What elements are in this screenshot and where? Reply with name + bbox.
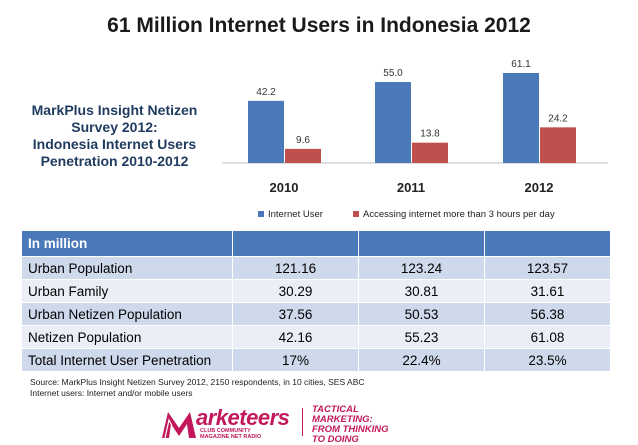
- bar-internet-user-2011: [375, 81, 411, 163]
- survey-caption-line: Survey 2012:: [71, 119, 158, 135]
- table-row: Urban Population 121.16 123.24 123.57: [21, 256, 611, 280]
- table-cell: 50.53: [358, 302, 485, 326]
- table-cell: 23.5%: [484, 348, 611, 372]
- marketeers-logo-icon: [162, 412, 196, 439]
- table-cell: 42.16: [232, 325, 359, 349]
- table-cell: 121.16: [232, 256, 359, 280]
- data-label: 13.8: [420, 129, 440, 140]
- table-cell: 30.81: [358, 279, 485, 303]
- survey-caption: MarkPlus Insight Netizen Survey 2012: In…: [22, 102, 207, 170]
- population-table: In million Urban Population 121.16 123.2…: [21, 230, 611, 372]
- tagline-line: MARKETING:: [312, 414, 373, 425]
- legend-entry: Accessing internet more than 3 hours per…: [363, 209, 555, 220]
- table-header-cell: [358, 230, 485, 257]
- table-header-cell: In million: [21, 230, 233, 257]
- table-cell: 17%: [232, 348, 359, 372]
- table-header-row: In million: [21, 230, 611, 257]
- table-header-cell: [484, 230, 611, 257]
- table-row: Total Internet User Penetration 17% 22.4…: [21, 348, 611, 372]
- x-tick-label: 2010: [270, 180, 299, 195]
- logo-subtitle-line: MAGAZINE NET RADIO: [200, 434, 262, 440]
- legend-swatch: [353, 211, 359, 217]
- tagline-line: TO DOING: [312, 434, 359, 445]
- table-row: Urban Family 30.29 30.81 31.61: [21, 279, 611, 303]
- bar-chart: 42.2 55.0 61.1 9.6 13.8 24.2 2010 2011 2012 Inter…: [222, 59, 608, 220]
- bar-heavy-access-2011: [412, 142, 448, 163]
- x-tick-label: 2011: [397, 180, 425, 195]
- table-row: Urban Netizen Population 37.56 50.53 56.…: [21, 302, 611, 326]
- table-cell: 55.23: [358, 325, 485, 349]
- chart-title: 61 Million Internet Users in Indonesia 2…: [107, 14, 531, 37]
- table-cell: 31.61: [484, 279, 611, 303]
- logo-wordmark: arketeers: [196, 405, 290, 430]
- logo-subtitle: CLUB COMMUNITY MAGAZINE NET RADIO: [200, 428, 261, 440]
- row-label: Netizen Population: [21, 325, 233, 349]
- table-cell: 30.29: [232, 279, 359, 303]
- table-cell: 123.24: [358, 256, 485, 280]
- legend-swatch: [258, 211, 264, 217]
- bar-internet-user-2010: [248, 100, 284, 163]
- table-header-cell: [232, 230, 359, 257]
- survey-caption-line: Indonesia Internet Users: [32, 136, 197, 152]
- tagline-line: FROM THINKING: [312, 424, 389, 435]
- table-cell: 56.38: [484, 302, 611, 326]
- tagline-line: TACTICAL: [312, 404, 359, 415]
- footer-divider: [302, 408, 303, 436]
- footer-tagline: TACTICAL MARKETING: FROM THINKING TO DOI…: [312, 405, 389, 445]
- x-tick-label: 2012: [525, 180, 554, 195]
- source-line: Internet users: Internet and/or mobile u…: [30, 388, 193, 398]
- table-cell: 61.08: [484, 325, 611, 349]
- logo-subtitle-line: CLUB COMMUNITY: [200, 428, 251, 434]
- survey-caption-line: Penetration 2010-2012: [40, 153, 189, 169]
- data-label: 55.0: [383, 68, 403, 79]
- data-label: 24.2: [548, 113, 568, 124]
- bar-heavy-access-2012: [540, 127, 576, 163]
- source-note: Source: MarkPlus Insight Netizen Survey …: [30, 377, 365, 399]
- legend-entry: Internet User: [268, 209, 323, 220]
- survey-caption-line: MarkPlus Insight Netizen: [31, 102, 198, 118]
- bar-internet-user-2012: [503, 73, 539, 163]
- table-cell: 22.4%: [358, 348, 485, 372]
- data-label: 42.2: [256, 87, 276, 98]
- row-label: Urban Population: [21, 256, 233, 280]
- table-cell: 37.56: [232, 302, 359, 326]
- table-cell: 123.57: [484, 256, 611, 280]
- table-row: Netizen Population 42.16 55.23 61.08: [21, 325, 611, 349]
- row-label: Urban Netizen Population: [21, 302, 233, 326]
- data-label: 61.1: [511, 59, 531, 70]
- row-label: Urban Family: [21, 279, 233, 303]
- data-label: 9.6: [296, 135, 310, 146]
- bar-heavy-access-2010: [285, 148, 321, 163]
- row-label: Total Internet User Penetration: [21, 348, 233, 372]
- source-line: Source: MarkPlus Insight Netizen Survey …: [30, 377, 365, 387]
